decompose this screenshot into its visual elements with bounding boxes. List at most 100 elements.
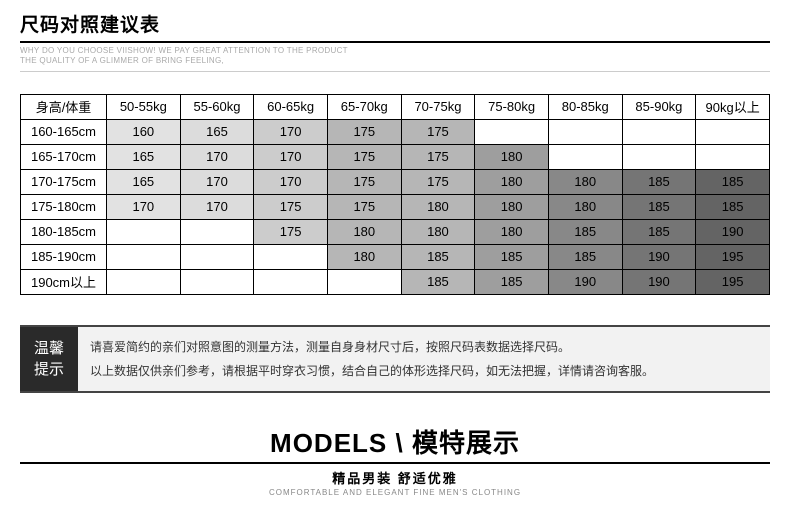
size-cell: 190 [622,269,696,294]
size-cell: 175 [327,169,401,194]
size-cell: 165 [180,119,254,144]
size-cell: 180 [401,194,475,219]
size-cell: 190 [622,244,696,269]
size-cell [254,269,328,294]
size-cell: 165 [107,169,181,194]
column-header: 80-85kg [548,94,622,119]
size-cell [180,269,254,294]
size-cell: 185 [622,194,696,219]
size-cell: 180 [475,194,549,219]
models-title: MODELS \ 模特展示 [20,423,770,464]
size-cell: 170 [180,194,254,219]
column-header: 85-90kg [622,94,696,119]
subtitle-line-2: THE QUALITY OF A GLIMMER OF BRING FEELIN… [20,56,224,65]
row-header: 190cm以上 [21,269,107,294]
size-cell: 180 [327,219,401,244]
size-cell: 185 [696,169,770,194]
row-header: 175-180cm [21,194,107,219]
size-cell: 190 [696,219,770,244]
tip-label: 温馨 提示 [20,327,78,391]
size-cell: 180 [475,144,549,169]
size-cell: 185 [475,269,549,294]
size-cell: 195 [696,269,770,294]
size-cell [254,244,328,269]
size-cell [696,144,770,169]
size-cell: 185 [548,244,622,269]
models-subtitle-en: COMFORTABLE AND ELEGANT FINE MEN'S CLOTH… [0,488,790,497]
section-subtitle: WHY DO YOU CHOOSE VIISHOW! WE PAY GREAT … [20,46,770,72]
size-cell: 180 [548,194,622,219]
tip-label-line-1: 温馨 [34,338,64,359]
size-cell [548,144,622,169]
size-cell: 195 [696,244,770,269]
column-header: 90kg以上 [696,94,770,119]
table-row: 190cm以上185185190190195 [21,269,770,294]
size-cell: 190 [548,269,622,294]
column-header: 50-55kg [107,94,181,119]
row-header: 185-190cm [21,244,107,269]
size-cell: 185 [475,244,549,269]
size-cell: 185 [401,244,475,269]
column-header: 60-65kg [254,94,328,119]
size-cell: 175 [327,194,401,219]
tip-label-line-2: 提示 [34,359,64,380]
table-row: 175-180cm170170175175180180180185185 [21,194,770,219]
column-header: 75-80kg [475,94,549,119]
size-cell: 175 [401,169,475,194]
section-title: 尺码对照建议表 [20,10,770,43]
tip-box: 温馨 提示 请喜爱简约的亲们对照意图的测量方法，测量自身身材尺寸后，按照尺码表数… [20,325,770,393]
size-cell: 185 [401,269,475,294]
table-row: 160-165cm160165170175175 [21,119,770,144]
size-cell [107,244,181,269]
size-cell: 180 [327,244,401,269]
size-cell [475,119,549,144]
size-cell [180,244,254,269]
column-header: 65-70kg [327,94,401,119]
size-cell: 175 [401,144,475,169]
row-header: 165-170cm [21,144,107,169]
size-cell [107,219,181,244]
subtitle-line-1: WHY DO YOU CHOOSE VIISHOW! WE PAY GREAT … [20,46,348,55]
size-cell: 180 [475,169,549,194]
tip-line-1: 请喜爱简约的亲们对照意图的测量方法，测量自身身材尺寸后，按照尺码表数据选择尺码。 [90,335,758,359]
size-cell: 180 [401,219,475,244]
row-header: 160-165cm [21,119,107,144]
size-cell: 175 [327,119,401,144]
size-cell: 170 [180,169,254,194]
column-header: 55-60kg [180,94,254,119]
row-header: 170-175cm [21,169,107,194]
size-cell [696,119,770,144]
size-cell [548,119,622,144]
row-header: 180-185cm [21,219,107,244]
size-table: 身高/体重 50-55kg55-60kg60-65kg65-70kg70-75k… [20,94,770,295]
tip-content: 请喜爱简约的亲们对照意图的测量方法，测量自身身材尺寸后，按照尺码表数据选择尺码。… [78,327,770,391]
size-cell: 170 [254,119,328,144]
size-cell [180,219,254,244]
tip-line-2: 以上数据仅供亲们参考，请根据平时穿衣习惯，结合自己的体形选择尺码，如无法把握，详… [90,359,758,383]
size-cell [107,269,181,294]
size-cell [622,119,696,144]
models-section: MODELS \ 模特展示 精品男装 舒适优雅 COMFORTABLE AND … [0,423,790,497]
size-cell [327,269,401,294]
table-row: 170-175cm165170170175175180180185185 [21,169,770,194]
size-cell: 170 [107,194,181,219]
size-cell: 185 [548,219,622,244]
corner-header: 身高/体重 [21,94,107,119]
size-cell: 185 [622,169,696,194]
size-cell: 165 [107,144,181,169]
size-cell: 170 [254,144,328,169]
size-cell: 160 [107,119,181,144]
size-cell: 175 [401,119,475,144]
models-subtitle-cn: 精品男装 舒适优雅 [0,468,790,487]
table-row: 185-190cm180185185185190195 [21,244,770,269]
table-row: 165-170cm165170170175175180 [21,144,770,169]
size-cell: 175 [254,194,328,219]
size-cell: 175 [327,144,401,169]
size-cell [622,144,696,169]
size-cell: 185 [696,194,770,219]
size-cell: 175 [254,219,328,244]
size-cell: 185 [622,219,696,244]
size-cell: 170 [254,169,328,194]
size-cell: 170 [180,144,254,169]
size-cell: 180 [548,169,622,194]
